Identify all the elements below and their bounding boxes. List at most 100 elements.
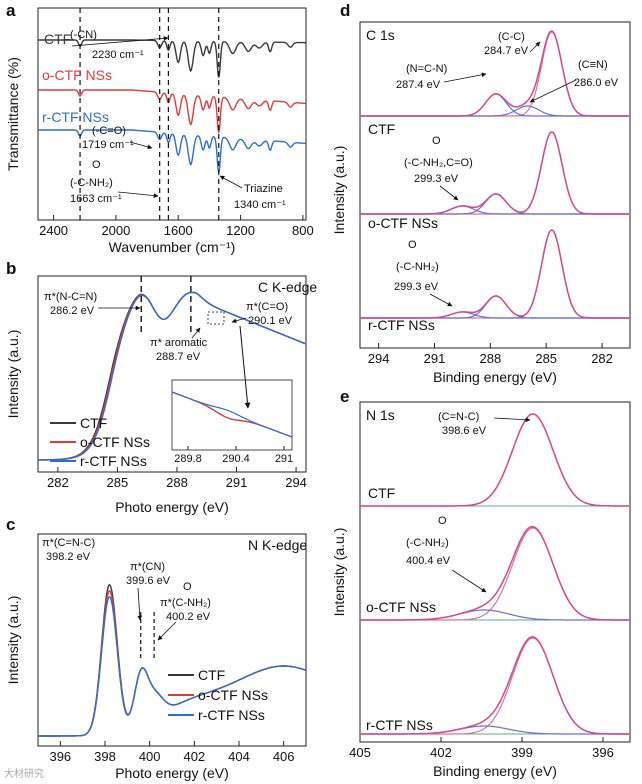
arrow-d-nh2co <box>439 185 459 201</box>
inset-series-2 <box>171 391 293 438</box>
ann-a-triazine: Triazine <box>244 183 283 195</box>
inset-tick-label: 290.4 <box>222 453 250 465</box>
ann-d-nh2co: (-C-NH₂,C=O) <box>404 157 473 169</box>
c-series-2 <box>38 596 307 737</box>
e-comp-0-0 <box>360 413 629 507</box>
panel-a-frame <box>37 7 307 221</box>
ann-d-2847: 284.7 eV <box>484 45 529 57</box>
x-tick-label: 800 <box>292 223 314 238</box>
panel-e-frame <box>359 401 631 743</box>
arrow-b-inset <box>239 325 251 409</box>
ann-a-1663: 1663 cm⁻¹ <box>70 193 122 205</box>
panel-d-title: C 1s <box>366 27 395 43</box>
x-tick-label: 2000 <box>101 223 130 238</box>
watermark: 大材研究 <box>4 769 44 780</box>
x-tick-label: 400 <box>139 749 161 764</box>
legend-rctf: r-CTF NSs <box>42 109 109 125</box>
x-tick-label: 399 <box>511 745 533 760</box>
stack-e-rctf: r-CTF NSs <box>366 717 433 733</box>
d-comp-1-3 <box>360 205 630 215</box>
panel-d-xlabel: Binding energy (eV) <box>433 369 557 385</box>
x-tick-label: 291 <box>424 351 446 366</box>
d-comp-1-1 <box>360 193 630 215</box>
d-envelope-1 <box>360 131 630 215</box>
ann-a-co: (-C=O) <box>92 125 126 137</box>
ann-e-nh2: (-C-NH₂) <box>406 537 449 549</box>
panel-e-label: e <box>340 387 349 406</box>
panel-a-series <box>38 39 306 173</box>
x-tick-label: 294 <box>285 475 307 490</box>
ann-d-cn3: (C≡N) <box>578 59 608 71</box>
ann-b-2862: 286.2 eV <box>50 305 95 317</box>
ann-a-cn: (-CN) <box>70 29 97 41</box>
ann-e-3986: 398.6 eV <box>442 425 487 437</box>
legend-ctf: CTF <box>44 31 71 47</box>
d-comp-1-0 <box>360 131 630 215</box>
ann-b-2887: 288.7 eV <box>156 351 201 363</box>
panel-d-label: d <box>340 1 350 20</box>
ann-d-nh2: (-C-NH₂) <box>396 261 439 273</box>
x-tick-label: 402 <box>183 749 205 764</box>
x-tick-label: 2400 <box>39 223 68 238</box>
ann-c-nh2: π*(C-NH₂) <box>160 597 211 609</box>
ann-d-cc: (C-C) <box>498 31 525 43</box>
legend-c-ctf: CTF <box>198 667 225 683</box>
panel-c-series <box>38 583 307 737</box>
series-r-CTF NSs <box>38 129 306 173</box>
ann-a-o: O <box>92 159 101 171</box>
x-tick-label: 288 <box>166 475 188 490</box>
x-tick-label: 1600 <box>164 223 193 238</box>
arrow-d-cn3 <box>529 79 577 103</box>
ann-d-2993b: 299.3 eV <box>394 281 439 293</box>
panel-e-series <box>360 413 630 735</box>
ann-c-cn: π*(CN) <box>130 561 165 573</box>
ann-a-nh2: (-C-NH₂) <box>70 177 113 189</box>
x-tick-label: 291 <box>226 475 248 490</box>
ann-c-cnc: π*(C=N-C) <box>42 537 95 549</box>
panel-b-dashed-lines <box>140 276 192 336</box>
arrow-c-cn <box>137 587 143 621</box>
ann-e-cnc: (C=N-C) <box>438 411 479 423</box>
ann-b-2901: 290.1 eV <box>248 315 293 327</box>
panel-b-frame <box>37 275 307 473</box>
stack-e-ctf: CTF <box>368 485 395 501</box>
legend-b-octf: o-CTF NSs <box>80 434 150 450</box>
x-tick-label: 285 <box>535 351 557 366</box>
ann-e-o: O <box>438 515 447 527</box>
ann-c-4002: 400.2 eV <box>166 611 211 623</box>
arrow-a-nh2 <box>117 191 159 198</box>
d-comp-0-1 <box>360 93 630 117</box>
ann-e-4004: 400.4 eV <box>406 555 451 567</box>
d-comp-2-0 <box>360 229 630 319</box>
d-comp-0-2 <box>360 105 630 117</box>
panel-e-title: N 1s <box>366 407 395 423</box>
ann-c-3996: 399.6 eV <box>126 575 171 587</box>
inset-box-b <box>207 311 225 325</box>
x-tick-label: 396 <box>49 749 71 764</box>
panel-b-xlabel: Photo energy (eV) <box>115 499 229 515</box>
legend-c-rctf: r-CTF NSs <box>198 707 265 723</box>
x-tick-label: 1200 <box>226 223 255 238</box>
panel-a-label: a <box>6 1 16 20</box>
ann-a-2230: 2230 cm⁻¹ <box>92 49 144 61</box>
arrow-a-triazine <box>219 175 243 189</box>
panel-d-frame <box>359 21 631 349</box>
panel-b-ylabel: Intensity (a.u.) <box>5 330 21 419</box>
panel-d-series <box>360 30 630 319</box>
legend-octf: o-CTF NSs <box>42 67 112 83</box>
b-series-2 <box>37 291 306 461</box>
arrow-d-cc <box>529 41 541 53</box>
x-tick-label: 294 <box>368 351 390 366</box>
panel-b-x-ticks: 282 285 288 291 294 <box>47 467 307 490</box>
e-envelope-0 <box>360 413 629 507</box>
inset-tick-label: 289.8 <box>174 453 202 465</box>
d-envelope-0 <box>360 30 630 117</box>
inset-tick-label: 291 <box>275 453 293 465</box>
ann-d-2874: 287.4 eV <box>396 79 441 91</box>
legend-b-ctf: CTF <box>80 415 107 431</box>
arrow-b-co <box>231 317 247 324</box>
ann-d-2860: 286.0 eV <box>574 77 619 89</box>
panel-d-x-ticks: 294 291 288 285 282 <box>368 343 613 366</box>
panel-b-inset: 289.8 290.4 291 <box>171 379 293 465</box>
